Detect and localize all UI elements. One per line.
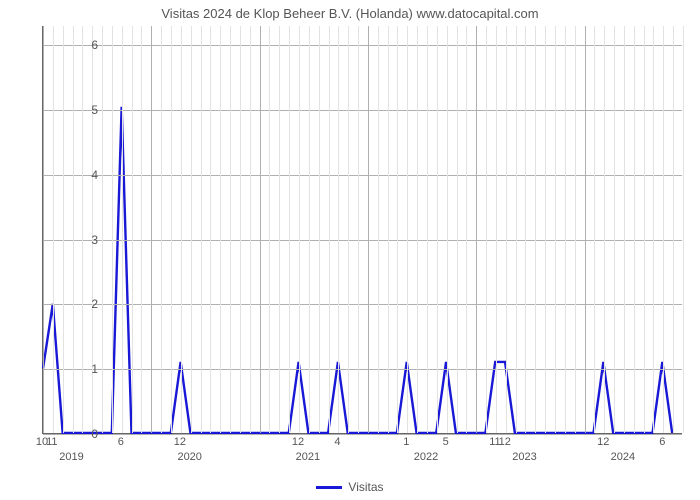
gridline-x [476,26,477,433]
x-tick-month: 11 [46,436,57,448]
gridline-x [240,26,241,433]
gridline-x [565,26,566,433]
x-tick-year: 2019 [59,451,83,463]
gridline-x [260,26,261,433]
gridline-x [191,26,192,433]
gridline-x [151,26,152,433]
y-tick-label: 3 [42,233,98,247]
gridline-x [575,26,576,433]
x-tick-year: 2022 [414,451,438,463]
gridline-x [210,26,211,433]
gridline-x [378,26,379,433]
gridline-x [653,26,654,433]
line-series [43,26,682,433]
gridline-x [506,26,507,433]
gridline-x [112,26,113,433]
gridline-x [388,26,389,433]
gridline-x [614,26,615,433]
x-tick-month: 6 [659,436,665,448]
gridline-x [132,26,133,433]
legend-label: Visitas [348,480,383,494]
gridline-x [486,26,487,433]
gridline-x [427,26,428,433]
gridline-x [329,26,330,433]
x-tick-month: 12 [499,436,511,448]
gridline-y [43,110,682,111]
gridline-y [43,304,682,305]
x-tick-year: 2024 [611,451,635,463]
gridline-x [309,26,310,433]
gridline-x [594,26,595,433]
gridline-x [673,26,674,433]
gridline-x [358,26,359,433]
y-tick-label: 4 [42,168,98,182]
x-tick-year: 2021 [296,451,320,463]
gridline-x [230,26,231,433]
gridline-x [171,26,172,433]
gridline-x [496,26,497,433]
y-tick-label: 2 [42,297,98,311]
x-tick-month: 12 [597,436,609,448]
x-tick-month: 6 [118,436,124,448]
gridline-x [368,26,369,433]
gridline-x [466,26,467,433]
gridline-y [43,434,682,435]
x-tick-year: 2023 [512,451,536,463]
gridline-x [201,26,202,433]
gridline-x [122,26,123,433]
gridline-x [269,26,270,433]
x-tick-year: 2020 [177,451,201,463]
gridline-x [585,26,586,433]
gridline-y [43,240,682,241]
x-tick-month: 1 [403,436,409,448]
gridline-x [437,26,438,433]
visits-chart: Visitas 2024 de Klop Beheer B.V. (Holand… [0,0,700,500]
gridline-x [161,26,162,433]
gridline-x [555,26,556,433]
x-tick-month: 12 [292,436,304,448]
gridline-x [181,26,182,433]
gridline-x [447,26,448,433]
y-tick-label: 6 [42,38,98,52]
gridline-x [407,26,408,433]
gridline-x [525,26,526,433]
gridline-x [338,26,339,433]
gridline-x [319,26,320,433]
gridline-x [220,26,221,433]
gridline-x [250,26,251,433]
gridline-y [43,175,682,176]
legend: Visitas [0,480,700,494]
gridline-x [535,26,536,433]
gridline-x [457,26,458,433]
gridline-x [289,26,290,433]
gridline-y [43,45,682,46]
y-tick-label: 5 [42,103,98,117]
gridline-x [663,26,664,433]
gridline-x [279,26,280,433]
x-tick-month: 12 [174,436,186,448]
gridline-x [348,26,349,433]
chart-title: Visitas 2024 de Klop Beheer B.V. (Holand… [0,6,700,21]
x-tick-month: 5 [443,436,449,448]
gridline-x [397,26,398,433]
gridline-y [43,369,682,370]
x-tick-month: 4 [334,436,340,448]
y-tick-label: 1 [42,362,98,376]
legend-swatch [316,486,342,489]
gridline-x [545,26,546,433]
gridline-x [516,26,517,433]
gridline-x [102,26,103,433]
gridline-x [644,26,645,433]
plot-area [42,26,682,434]
gridline-x [604,26,605,433]
gridline-x [417,26,418,433]
gridline-x [624,26,625,433]
gridline-x [141,26,142,433]
gridline-x [683,26,684,433]
gridline-x [299,26,300,433]
gridline-x [634,26,635,433]
